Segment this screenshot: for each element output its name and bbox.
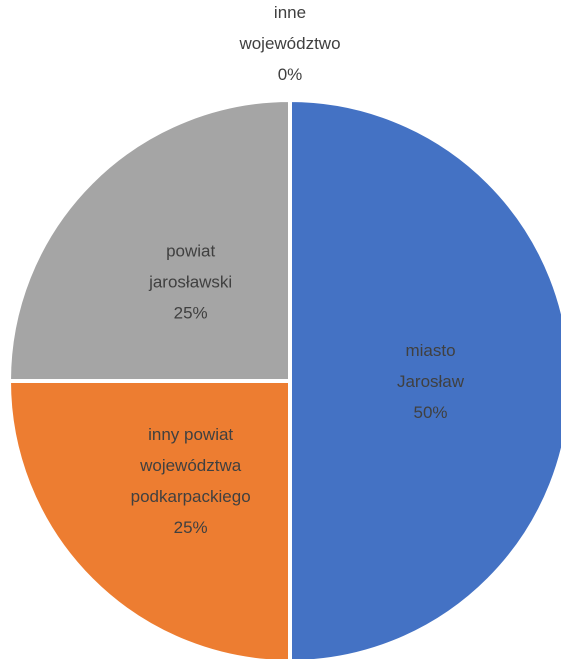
- slice-label-line: jarosławski: [148, 273, 232, 292]
- pie-slice-powiat-jaroslawski: [7, 98, 292, 383]
- data-label-inny-powiat-wojewodztwa-podkarpackiego: inny powiat województwa podkarpackiego 25%: [131, 425, 251, 537]
- labels-layer: miasto Jarosław 50% inny powiat województwa p…: [131, 3, 465, 537]
- slice-label-line: miasto: [405, 341, 455, 360]
- slice-label-line: województwa: [139, 456, 242, 475]
- data-label-powiat-jaroslawski: powiat jarosławski 25%: [148, 242, 232, 323]
- slice-value-label: 50%: [413, 403, 447, 422]
- slice-value-label: 0%: [278, 65, 303, 84]
- slices-layer: [7, 98, 561, 664]
- slice-value-label: 25%: [174, 518, 208, 537]
- slice-label-line: podkarpackiego: [131, 487, 251, 506]
- pie-slice-miasto-jaroslaw: [288, 98, 561, 664]
- data-label-miasto-jaroslaw: miasto Jarosław 50%: [397, 341, 465, 422]
- data-label-inne-wojewodztwo: inne województwo 0%: [238, 3, 340, 84]
- pie-slice-inny-powiat-wojewodztwa-podkarpackiego: [7, 379, 292, 664]
- slice-value-label: 25%: [174, 304, 208, 323]
- slice-label-line: województwo: [238, 34, 340, 53]
- slice-label-line: Jarosław: [397, 372, 465, 391]
- slice-label-line: inny powiat: [148, 425, 233, 444]
- slice-label-line: powiat: [166, 242, 215, 261]
- slice-label-line: inne: [274, 3, 306, 22]
